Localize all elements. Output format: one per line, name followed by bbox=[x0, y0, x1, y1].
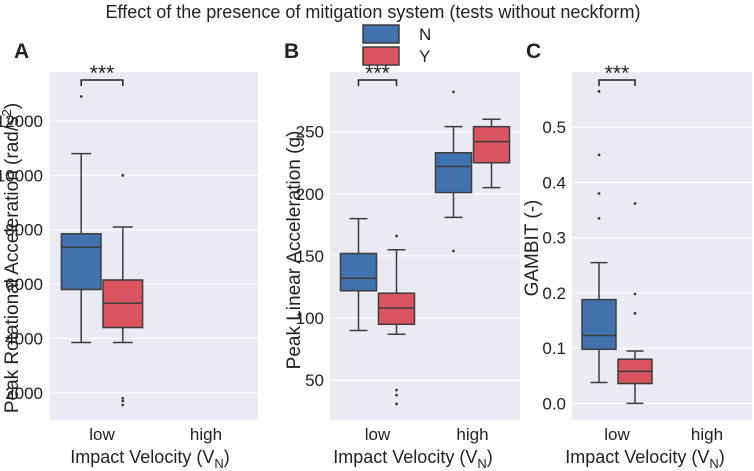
x-tick-label: low bbox=[365, 425, 391, 444]
figure-title: Effect of the presence of mitigation sys… bbox=[106, 2, 641, 22]
y-tick-label: 0.5 bbox=[542, 118, 566, 137]
box-n-low bbox=[339, 217, 378, 332]
panel-letter: B bbox=[284, 40, 299, 63]
outlier-point bbox=[121, 399, 125, 403]
outlier-point bbox=[633, 202, 637, 205]
y-axis-label: GAMBIT (-) bbox=[522, 200, 543, 297]
panel-b: B 50 100 150 200 250 low high Impact Velocity (V… bbox=[284, 40, 520, 471]
box-n-low bbox=[581, 89, 617, 384]
legend-label-n: N bbox=[419, 25, 431, 44]
y-tick-label: 0.0 bbox=[542, 394, 566, 413]
panel-c: C 0.0 0.1 0.2 0.3 0.4 0.5 low high Impact Velocit… bbox=[522, 40, 752, 471]
box-y-low bbox=[617, 202, 653, 405]
legend-label-y: Y bbox=[419, 47, 430, 66]
panel-letter: A bbox=[14, 40, 29, 63]
box-n-high bbox=[434, 90, 473, 253]
y-tick-label: 2000 bbox=[5, 384, 43, 403]
outlier-point bbox=[633, 311, 637, 315]
legend-swatch-y bbox=[362, 46, 400, 66]
outlier-point bbox=[395, 234, 398, 238]
bracket-line bbox=[357, 79, 398, 86]
x-axis-label: Impact Velocity (VN) bbox=[333, 447, 492, 471]
y-tick-label: 0.3 bbox=[542, 229, 566, 248]
bracket-line bbox=[598, 79, 636, 86]
x-axis-label: Impact Velocity (VN) bbox=[565, 447, 724, 471]
outlier-point bbox=[597, 216, 601, 220]
outlier-point bbox=[395, 393, 398, 397]
y-tick-label: 0.4 bbox=[542, 173, 566, 192]
outlier-point bbox=[121, 396, 125, 400]
y-axis-label: Peak Linear Acceleration (g) bbox=[284, 131, 305, 370]
outlier-point bbox=[395, 388, 398, 392]
x-tick-label: high bbox=[190, 425, 222, 444]
box-body bbox=[581, 298, 617, 351]
box-y-low bbox=[102, 173, 144, 407]
significance-bracket: *** bbox=[80, 62, 124, 86]
panels: A 2000 4000 6000 8000 10000 12000 low high Impact… bbox=[0, 40, 752, 471]
y-tick-label: 0.1 bbox=[542, 339, 566, 358]
box-y-low bbox=[377, 234, 416, 406]
legend: N Y bbox=[362, 24, 431, 66]
outlier-point bbox=[597, 192, 601, 195]
legend-swatch-n bbox=[362, 24, 400, 44]
outlier-point bbox=[395, 402, 398, 406]
y-tick-label: 8000 bbox=[5, 221, 43, 240]
box-body bbox=[472, 125, 511, 164]
box-body bbox=[339, 252, 378, 292]
significance-bracket: *** bbox=[598, 62, 636, 86]
y-tick-label: 250 bbox=[296, 123, 324, 142]
bracket-line bbox=[80, 79, 124, 86]
y-tick-label: 150 bbox=[296, 247, 324, 266]
outlier-point bbox=[121, 173, 125, 177]
y-tick-label: 4000 bbox=[5, 329, 43, 348]
panel-a: A 2000 4000 6000 8000 10000 12000 low high Impact… bbox=[0, 40, 258, 471]
y-tick-label: 200 bbox=[296, 185, 324, 204]
outlier-point bbox=[452, 90, 455, 94]
box-body bbox=[434, 152, 473, 194]
significance-stars: *** bbox=[605, 62, 630, 85]
x-tick-label: high bbox=[456, 425, 488, 444]
y-tick-label: 0.2 bbox=[542, 284, 566, 303]
x-axis-label: Impact Velocity (VN) bbox=[70, 447, 229, 471]
outlier-point bbox=[597, 153, 601, 157]
outlier-point bbox=[121, 403, 125, 407]
box-n-low bbox=[60, 95, 102, 344]
y-tick-label: 100 bbox=[296, 309, 324, 328]
outlier-point bbox=[633, 292, 637, 296]
y-tick-label: 6000 bbox=[5, 275, 43, 294]
outlier-point bbox=[597, 89, 601, 93]
outlier-point bbox=[452, 249, 455, 253]
y-axis-label: Peak Rotational Acceleration (rad/s2) bbox=[0, 103, 23, 413]
panel-letter: C bbox=[526, 40, 541, 63]
box-y-high bbox=[472, 118, 511, 189]
y-tick-label: 50 bbox=[305, 371, 324, 390]
box-body bbox=[60, 233, 102, 291]
x-tick-label: low bbox=[604, 425, 630, 444]
significance-stars: *** bbox=[365, 62, 390, 85]
y-tick-label: 12000 bbox=[0, 112, 43, 131]
significance-stars: *** bbox=[90, 62, 115, 85]
significance-bracket: *** bbox=[357, 62, 398, 86]
y-tick-label: 10000 bbox=[0, 166, 43, 185]
x-tick-label: low bbox=[89, 425, 115, 444]
outlier-point bbox=[79, 95, 83, 98]
plot-area bbox=[572, 72, 752, 420]
x-tick-label: high bbox=[691, 425, 723, 444]
